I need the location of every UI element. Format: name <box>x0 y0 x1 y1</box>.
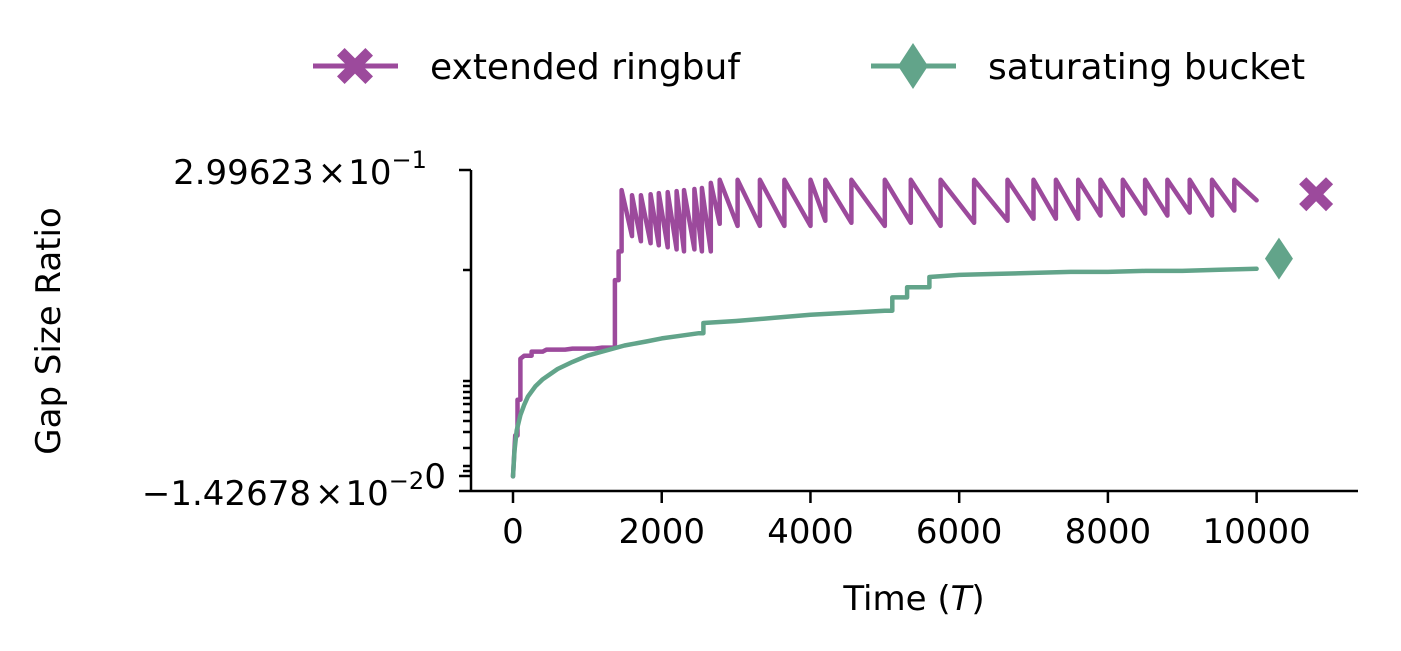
series-end-marker-saturating-bucket <box>1264 237 1293 280</box>
x-tick-label: 2000 <box>618 512 705 552</box>
y-tick-label-top: 2.99623 ×10−1 <box>173 146 427 193</box>
series-line-extended-ringbuf <box>510 177 1259 479</box>
x-ticks: 0 2000 4000 6000 8000 10000 <box>502 491 1311 552</box>
y-tick-zero: 0 <box>424 457 471 497</box>
series-line-saturating-bucket <box>510 266 1259 479</box>
legend-label-extended-ringbuf: extended ringbuf <box>430 47 741 88</box>
y-tick-label-zero: 0 <box>424 457 446 497</box>
legend-diamond-marker-icon <box>898 43 928 89</box>
y-tick-top: 2.99623 ×10−1 <box>173 146 471 193</box>
x-tick-label: 10000 <box>1203 512 1311 552</box>
y-tick-label-bottom: −1.42678 ×10−2 <box>142 467 424 514</box>
series-end-marker-extended-ringbuf <box>1299 177 1334 212</box>
legend: extended ringbuf saturating bucket <box>313 43 1305 89</box>
x-tick-label: 6000 <box>916 512 1003 552</box>
series-layer <box>510 177 1334 479</box>
x-tick-label: 4000 <box>767 512 854 552</box>
legend-label-saturating-bucket: saturating bucket <box>988 47 1305 88</box>
x-axis-label: Time (T) <box>842 579 984 619</box>
legend-entry-extended-ringbuf: extended ringbuf <box>313 47 741 88</box>
legend-x-marker-icon <box>337 48 373 84</box>
legend-entry-saturating-bucket: saturating bucket <box>871 43 1305 89</box>
x-tick-label: 8000 <box>1065 512 1152 552</box>
x-tick-label: 0 <box>502 512 524 552</box>
y-axis-label: Gap Size Ratio <box>29 207 69 454</box>
y-tick-bottom: −1.42678 ×10−2 <box>142 467 471 514</box>
y-minor-ticks <box>463 268 471 473</box>
